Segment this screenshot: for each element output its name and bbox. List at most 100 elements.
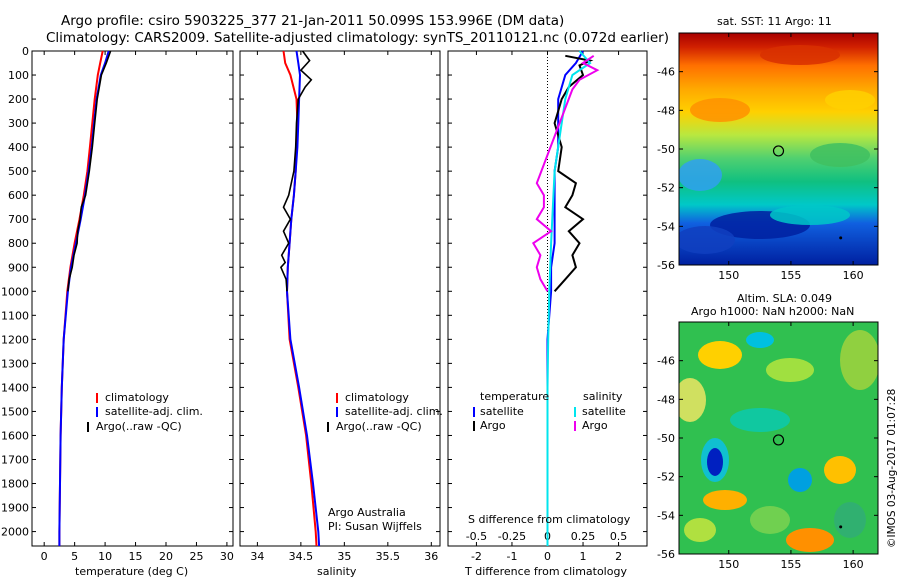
xtick-label: 30 <box>220 550 234 563</box>
island-marker <box>839 525 843 529</box>
difference-series-0 <box>546 50 584 546</box>
ytick-label: 1100 <box>1 309 29 322</box>
ytick-label: 800 <box>8 237 29 250</box>
xtick-label: 5 <box>71 550 78 563</box>
argo-position-marker <box>772 434 785 446</box>
difference-xlabel: T difference from climatology <box>465 565 627 578</box>
map-ytick-label: -48 <box>657 393 675 406</box>
map-ytick-label: -46 <box>657 66 675 79</box>
sst-map-title: sat. SST: 11 Argo: 11 <box>717 15 832 28</box>
salinity-legend-satellite: satellite-adj. clim. <box>345 405 443 418</box>
temperature-legend-argo: Argo(..raw -QC) <box>96 420 182 433</box>
sla-blob <box>707 448 723 476</box>
ytick-label: 1400 <box>1 381 29 394</box>
xtick-label: -2 <box>471 550 482 563</box>
ytick-label: 1300 <box>1 357 29 370</box>
sst-patch <box>679 159 722 191</box>
island-marker <box>839 236 843 240</box>
imos-stamp: ©IMOS 03-Aug-2017 01:07:28 <box>886 388 898 548</box>
temperature-legend-climatology: climatology <box>105 391 169 404</box>
xtick-label: 1 <box>580 550 587 563</box>
sla-map-subtitle: Argo h1000: NaN h2000: NaN <box>691 305 855 318</box>
xtick-label: 20 <box>159 550 173 563</box>
credit-pi: PI: Susan Wijffels <box>328 520 422 533</box>
xtick-label: 34 <box>250 550 264 563</box>
temperature-series-1 <box>58 50 110 546</box>
map-ytick-label: -50 <box>657 432 675 445</box>
map-xtick-label: 160 <box>843 269 864 282</box>
temperature-legend-satellite: satellite-adj. clim. <box>105 405 203 418</box>
legend-temperature-title: temperature <box>480 390 550 403</box>
ytick-label: 100 <box>8 69 29 82</box>
sla-blob <box>766 358 814 382</box>
sst-patch <box>760 45 840 65</box>
sst-patch <box>825 90 875 110</box>
ytick-label: 900 <box>8 261 29 274</box>
salinity-legend-argo: Argo(..raw -QC) <box>336 420 422 433</box>
xtick-label: 2 <box>615 550 622 563</box>
stick-label: -0.25 <box>498 530 526 543</box>
map-ytick-label: -50 <box>657 143 675 156</box>
sla-blob <box>750 506 790 534</box>
legend-salinity-title: salinity <box>583 390 623 403</box>
ytick-label: 1600 <box>1 429 29 442</box>
ytick-label: 1900 <box>1 502 29 515</box>
sst-patch <box>810 143 870 167</box>
ytick-label: 1500 <box>1 405 29 418</box>
xtick-label: 35 <box>337 550 351 563</box>
map-xtick-label: 150 <box>718 269 739 282</box>
sst-patch <box>679 226 735 254</box>
sla-blob <box>840 330 878 390</box>
sst-patch <box>690 98 750 122</box>
xtick-label: 36 <box>424 550 438 563</box>
sla-blob <box>703 490 747 510</box>
legend-sal-argo: Argo <box>582 419 608 432</box>
map-xtick-label: 150 <box>718 558 739 571</box>
argo-position-marker <box>772 145 785 157</box>
sla-blob <box>679 378 706 422</box>
map-ytick-label: -54 <box>657 220 675 233</box>
ytick-label: 200 <box>8 93 29 106</box>
map-xtick-label: 155 <box>780 558 801 571</box>
salinity-legend-climatology: climatology <box>345 391 409 404</box>
map-ytick-label: -46 <box>657 355 675 368</box>
ytick-label: 700 <box>8 213 29 226</box>
sla-blob <box>698 341 742 369</box>
temperature-xlabel: temperature (deg C) <box>75 565 189 578</box>
ytick-label: 1700 <box>1 453 29 466</box>
ytick-label: 0 <box>22 45 29 58</box>
sst-patch <box>770 205 850 225</box>
panel-frame-0 <box>31 50 234 547</box>
map-ytick-label: -54 <box>657 509 675 522</box>
sla-field <box>679 322 878 554</box>
difference-series-2 <box>546 50 592 546</box>
xtick-label: 0 <box>41 550 48 563</box>
map-ytick-label: -56 <box>657 548 675 561</box>
map-xtick-label: 160 <box>843 558 864 571</box>
map-ytick-label: -56 <box>657 259 675 272</box>
ytick-label: 2000 <box>1 526 29 539</box>
legend-temp-argo: Argo <box>480 419 506 432</box>
ytick-label: 500 <box>8 165 29 178</box>
stick-label: 0.5 <box>610 530 628 543</box>
sla-blob <box>786 528 834 552</box>
sla-blob <box>824 456 856 484</box>
stick-label: 0.25 <box>571 530 596 543</box>
difference-series-3 <box>531 54 600 292</box>
climatology-subtitle: Climatology: CARS2009. Satellite-adjuste… <box>46 30 669 46</box>
salinity-series-1 <box>285 50 321 547</box>
ytick-label: 300 <box>8 117 29 130</box>
difference-series-1 <box>553 54 594 292</box>
xtick-label: 15 <box>129 550 143 563</box>
xtick-label: 34.5 <box>289 550 314 563</box>
profile-title: Argo profile: csiro 5903225_377 21-Jan-2… <box>61 13 565 29</box>
legend-sal-satellite: satellite <box>582 405 626 418</box>
map-ytick-label: -52 <box>657 182 675 195</box>
ytick-label: 1200 <box>1 333 29 346</box>
xtick-label: 10 <box>98 550 112 563</box>
xtick-label: 25 <box>189 550 203 563</box>
map-xtick-label: 155 <box>780 269 801 282</box>
xtick-label: 35.5 <box>376 550 401 563</box>
sla-blob <box>788 468 812 492</box>
